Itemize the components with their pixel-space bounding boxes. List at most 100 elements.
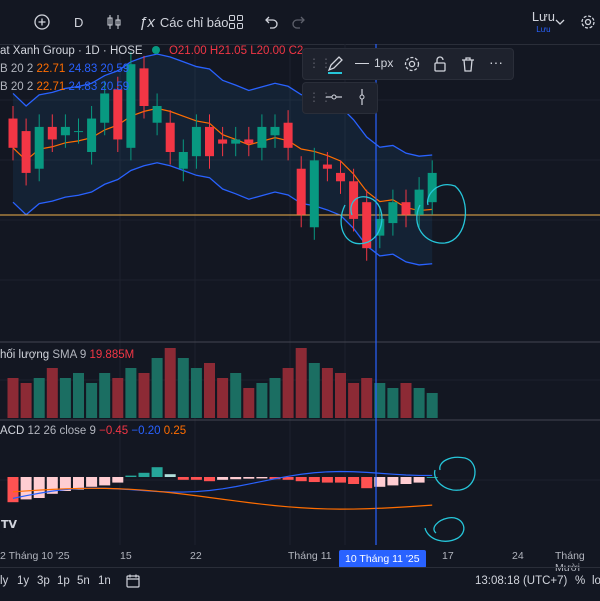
calendar-range-icon[interactable] — [125, 573, 141, 589]
volume-bar — [321, 368, 333, 418]
range-5n[interactable]: 5n — [77, 575, 90, 587]
ohlc-close: C2 — [288, 45, 304, 57]
macd-bar — [230, 477, 242, 480]
volume-bar — [33, 378, 45, 418]
gear-icon — [581, 15, 595, 29]
volume-bar — [308, 363, 320, 418]
macd-bar — [256, 477, 268, 479]
candle — [139, 68, 149, 106]
macd-bar — [73, 477, 84, 490]
undo-button[interactable] — [263, 10, 279, 34]
macd-bar — [59, 477, 71, 491]
macd-bar — [321, 477, 333, 483]
trash-icon[interactable] — [459, 55, 477, 73]
volume-bar — [335, 373, 346, 418]
save-button[interactable]: Lưu Lưu — [532, 10, 555, 36]
candle — [152, 106, 162, 123]
macd-bar — [348, 477, 360, 484]
pencil-icon[interactable] — [325, 54, 345, 74]
candle — [401, 202, 411, 215]
percent-toggle[interactable]: % — [575, 575, 586, 587]
range-3p[interactable]: 3p — [37, 575, 50, 587]
volume-bar — [426, 393, 438, 418]
candle — [100, 93, 110, 123]
bb-legend-2[interactable]: B 20 2 22.71 24.83 20.59 — [0, 81, 129, 93]
candle — [309, 160, 319, 228]
candle — [178, 152, 188, 169]
grid-icon — [229, 15, 243, 29]
lock-icon[interactable] — [431, 55, 449, 73]
volume-legend[interactable]: hối lượng SMA 9 19.885M — [0, 349, 134, 361]
volume-bar — [46, 368, 58, 418]
time-label-oct: 2 Tháng 10 '25 — [0, 550, 70, 562]
volume-bar — [112, 378, 124, 418]
horizontal-line-tool-icon[interactable] — [325, 90, 343, 104]
layouts-button[interactable] — [228, 10, 244, 34]
save-dropdown-button[interactable] — [555, 10, 565, 34]
log-toggle[interactable]: lo — [592, 575, 600, 587]
settings-gear-icon[interactable] — [403, 55, 421, 73]
interval-button[interactable]: D — [74, 14, 84, 30]
circle-drawing-2 — [416, 184, 467, 244]
candle — [74, 131, 83, 133]
fx-icon: ƒx — [139, 13, 155, 31]
more-icon[interactable]: ··· — [489, 54, 503, 70]
range-1n[interactable]: 1n — [98, 575, 111, 587]
redo-icon — [292, 16, 305, 29]
macd-name: ACD — [0, 425, 25, 437]
vertical-line-tool-icon[interactable] — [355, 88, 369, 106]
bb2-basis: 22.71 — [36, 81, 66, 93]
bb2-upper: 24.83 — [68, 81, 98, 93]
redo-button[interactable] — [291, 10, 307, 34]
volume-bar — [217, 378, 229, 418]
add-symbol-button[interactable] — [34, 10, 50, 34]
clock-time[interactable]: 13:08:18 (UTC+7) — [475, 575, 568, 587]
candle — [165, 122, 175, 152]
volume-bar — [400, 383, 412, 418]
range-1y[interactable]: 1y — [17, 575, 30, 587]
time-label-dec: Tháng Mười — [555, 550, 585, 574]
volume-bar — [269, 378, 281, 418]
volume-bar — [243, 388, 255, 418]
bb-legend-1[interactable]: B 20 2 22.71 24.83 20.59 — [0, 63, 129, 75]
volume-bar — [256, 383, 268, 418]
symbol-name: at Xanh Group · 1D · HOSE — [0, 45, 143, 57]
top-toolbar: D ƒx Các chỉ báo Lưu Lưu — [0, 0, 600, 45]
settings-button[interactable] — [580, 10, 596, 34]
range-1p[interactable]: 1p — [57, 575, 70, 587]
chart-type-button[interactable] — [106, 10, 122, 34]
candles-icon — [107, 15, 121, 29]
macd-bar — [282, 477, 294, 480]
volume-bar — [7, 378, 19, 418]
volume-bar — [282, 368, 294, 418]
indicators-button[interactable]: ƒx Các chỉ báo — [139, 10, 229, 34]
volume-bar — [125, 368, 137, 418]
price-chart[interactable]: TV — [0, 44, 600, 565]
bb1-name: B 20 2 — [0, 63, 34, 75]
volume-name: hối lượng — [0, 349, 50, 361]
volume-sma: SMA 9 — [52, 349, 87, 361]
candle — [218, 139, 228, 144]
live-dot — [151, 46, 160, 54]
candle — [336, 172, 345, 182]
macd-bar — [33, 477, 45, 498]
macd-bar — [413, 477, 425, 483]
macd-bar — [374, 477, 386, 487]
symbol-legend[interactable]: at Xanh Group · 1D · HOSE O21.00 H21.05 … — [0, 45, 303, 57]
range-ly[interactable]: ly — [0, 575, 9, 587]
circle-drawing-3 — [433, 456, 476, 491]
line-width-button[interactable]: 1px — [355, 56, 393, 70]
drag-handle-icon-2[interactable]: ⋮⋮ — [308, 90, 332, 104]
candle — [60, 126, 70, 136]
volume-bar — [230, 373, 242, 418]
candle — [257, 126, 267, 148]
macd-bar — [335, 477, 346, 483]
time-axis[interactable]: 2 Tháng 10 '25 15 22 Tháng 11 10 Tháng 1… — [0, 545, 600, 574]
candle — [414, 189, 424, 215]
drag-handle-icon[interactable]: ⋮⋮ — [308, 56, 332, 70]
macd-bar — [269, 477, 281, 480]
macd-bar — [400, 477, 412, 484]
signal-line — [12, 487, 433, 510]
macd-legend[interactable]: ACD 12 26 close 9 −0.45 −0.20 0.25 — [0, 425, 186, 437]
save-status: Lưu — [536, 25, 551, 34]
